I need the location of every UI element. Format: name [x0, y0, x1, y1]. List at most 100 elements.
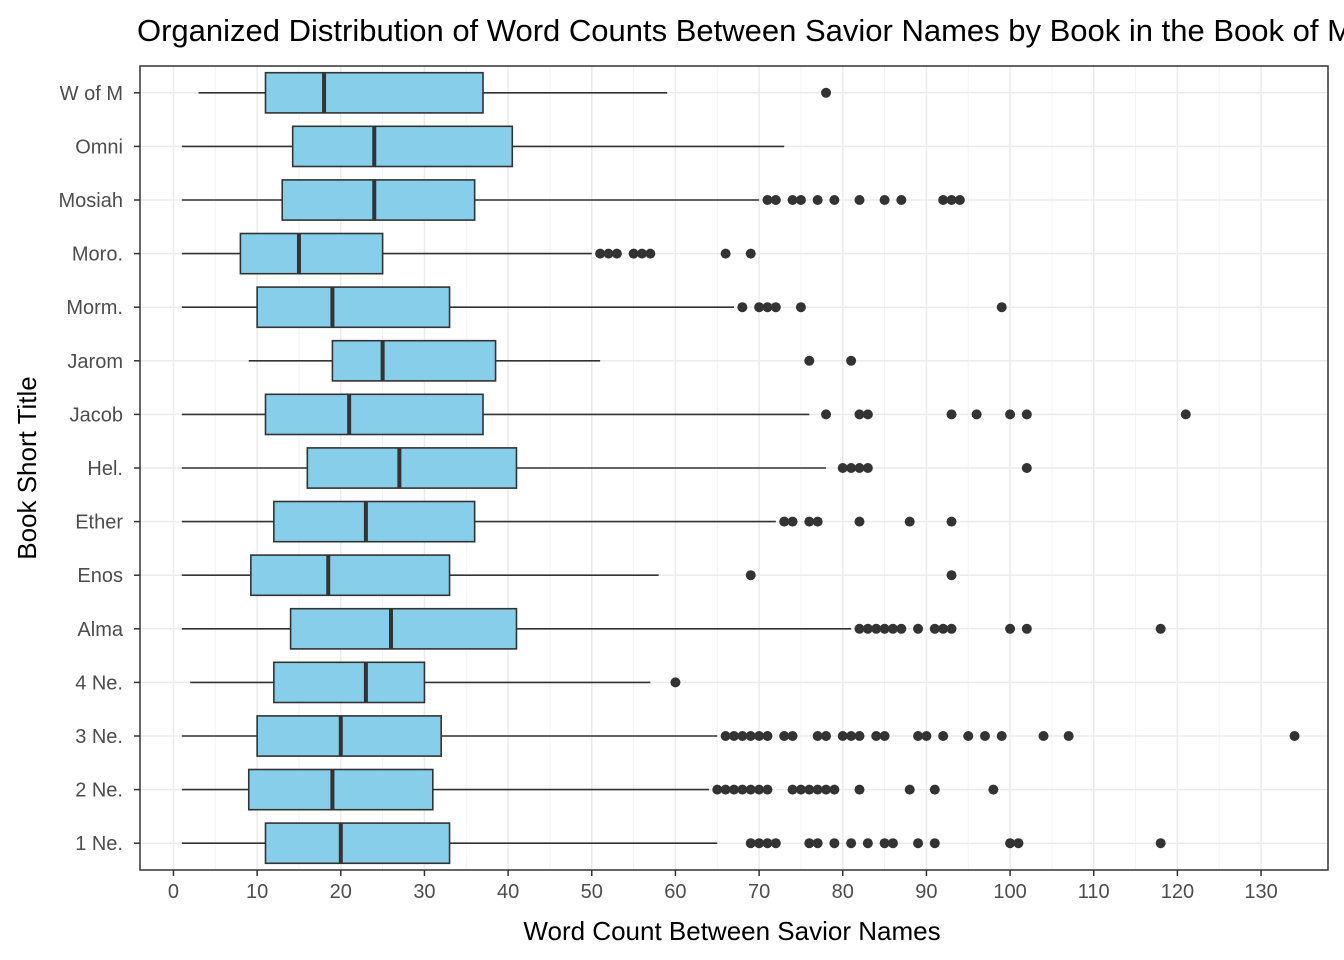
- outlier-point: [729, 784, 739, 795]
- box-group: [181, 500, 957, 543]
- y-axis-title: Book Short Title: [12, 376, 42, 560]
- outlier-point: [720, 784, 731, 795]
- outlier-point: [737, 784, 748, 795]
- outlier-point: [929, 784, 940, 795]
- outlier-point: [1013, 838, 1024, 849]
- outlier-point: [854, 623, 865, 634]
- outlier-point: [804, 516, 815, 527]
- outlier-point: [946, 516, 957, 527]
- outlier-point: [795, 784, 806, 795]
- outlier-point: [645, 248, 656, 259]
- outlier-point: [879, 195, 890, 205]
- outlier-point: [938, 731, 949, 741]
- y-tick-label: Hel.: [87, 458, 123, 480]
- outlier-point: [712, 784, 723, 795]
- x-tick-label: 70: [748, 881, 770, 903]
- outlier-point: [1038, 731, 1049, 741]
- outlier-point: [762, 731, 773, 741]
- outlier-point: [804, 784, 815, 795]
- outlier-point: [829, 838, 840, 849]
- y-tick-label: 2 Ne.: [75, 780, 123, 802]
- y-tick-label: Morm.: [66, 297, 123, 319]
- outlier-point: [770, 838, 781, 849]
- outlier-point: [720, 248, 731, 259]
- box-group: [181, 125, 785, 168]
- y-tick-label: Alma: [77, 619, 123, 641]
- y-tick-label: Moro.: [72, 244, 123, 266]
- chart-title: Organized Distribution of Word Counts Be…: [137, 13, 1344, 48]
- x-tick-label: 50: [581, 881, 603, 903]
- x-tick-label: 0: [168, 881, 179, 903]
- box-group: [248, 339, 857, 382]
- outlier-point: [595, 248, 606, 259]
- outlier-point: [938, 623, 949, 634]
- box-group: [181, 554, 957, 597]
- outlier-point: [963, 731, 974, 741]
- outlier-point: [871, 731, 882, 741]
- x-tick-label: 130: [1244, 881, 1277, 903]
- outlier-point: [670, 677, 681, 688]
- outlier-point: [779, 731, 790, 741]
- outlier-point: [946, 195, 957, 205]
- outlier-point: [812, 838, 823, 849]
- box-iqr: [256, 286, 451, 329]
- outlier-point: [887, 838, 898, 849]
- box-iqr: [273, 661, 426, 704]
- x-tick-label: 30: [413, 881, 435, 903]
- outlier-point: [854, 195, 865, 205]
- box-group: [181, 393, 1191, 436]
- box-group: [181, 768, 999, 811]
- box-group: [181, 715, 1300, 757]
- x-tick-label: 80: [832, 881, 854, 903]
- outlier-point: [787, 195, 798, 205]
- x-tick-label: 20: [330, 881, 352, 903]
- outlier-point: [804, 838, 815, 849]
- outlier-point: [929, 623, 940, 634]
- outlier-point: [628, 248, 639, 259]
- outlier-point: [846, 355, 857, 366]
- y-tick-label: 4 Ne.: [75, 672, 123, 694]
- outlier-point: [745, 731, 756, 741]
- outlier-point: [904, 516, 915, 527]
- outlier-point: [946, 570, 957, 581]
- outlier-point: [1005, 838, 1016, 849]
- box-iqr: [291, 125, 514, 168]
- outlier-point: [737, 302, 748, 313]
- outlier-point: [862, 463, 873, 473]
- outlier-point: [854, 731, 865, 741]
- outlier-point: [829, 195, 840, 205]
- outlier-point: [821, 784, 832, 795]
- outlier-point: [787, 516, 798, 527]
- outlier-point: [879, 838, 890, 849]
- outlier-point: [787, 731, 798, 741]
- box-iqr: [264, 393, 484, 436]
- outlier-point: [737, 731, 748, 741]
- x-tick-label: 110: [1078, 881, 1110, 903]
- outlier-point: [913, 731, 924, 741]
- outlier-point: [1155, 623, 1166, 634]
- outlier-point: [1155, 838, 1166, 849]
- y-tick-label: Mosiah: [59, 190, 123, 212]
- axes: 0 10 20 30 40 50 60 70 80 90 100 110 120 130 W of M Omn…: [59, 83, 1278, 903]
- outlier-point: [1063, 731, 1074, 741]
- box-iqr: [306, 447, 518, 489]
- box-group: [181, 447, 1032, 489]
- box-iqr: [264, 822, 451, 865]
- outlier-point: [787, 784, 798, 795]
- x-tick-label: 10: [246, 881, 268, 903]
- outlier-point: [1180, 409, 1191, 420]
- box-iqr: [239, 232, 384, 275]
- outlier-point: [745, 784, 756, 795]
- outlier-point: [946, 623, 957, 634]
- outlier-point: [988, 784, 999, 795]
- outlier-point: [862, 623, 873, 634]
- outlier-point: [1289, 731, 1300, 741]
- outlier-point: [913, 838, 924, 849]
- outlier-point: [971, 409, 982, 420]
- outlier-point: [1021, 409, 1032, 420]
- outlier-point: [896, 195, 907, 205]
- outlier-point: [729, 731, 739, 741]
- y-tick-label: Enos: [77, 565, 123, 587]
- x-tick-label: 90: [915, 881, 937, 903]
- x-tick-label: 40: [497, 881, 519, 903]
